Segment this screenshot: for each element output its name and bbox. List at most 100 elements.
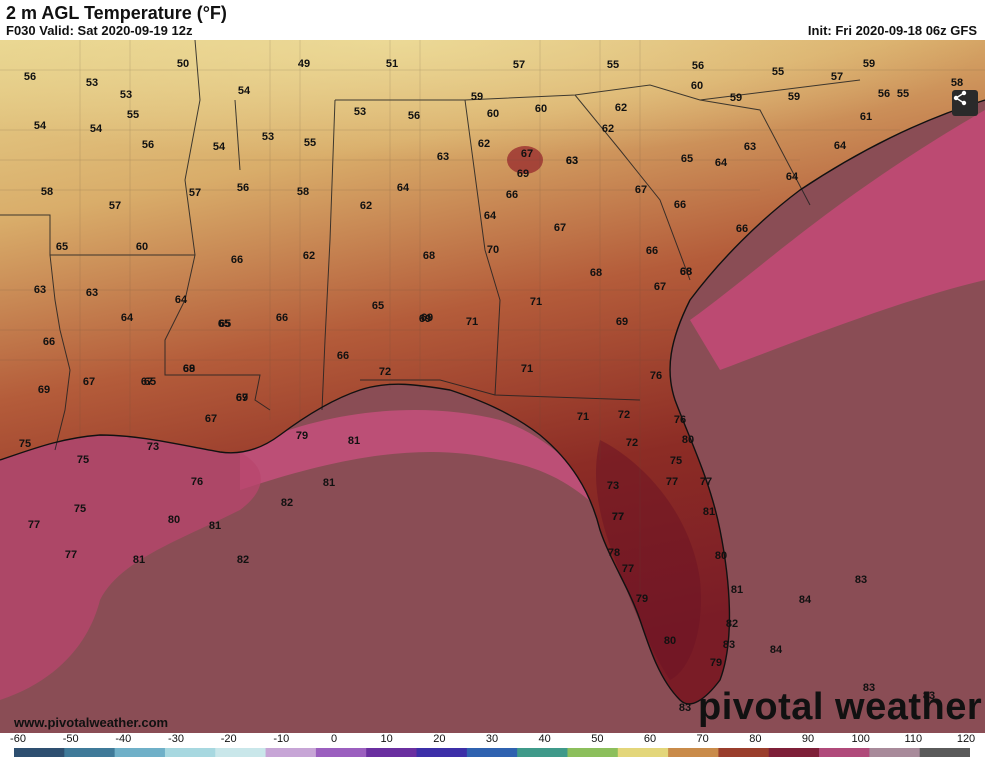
temperature-value-label: 54 [237, 85, 251, 97]
scale-tick-label: 120 [956, 733, 976, 745]
scale-tick-label: 80 [749, 733, 762, 745]
temperature-value-label: 81 [347, 435, 361, 447]
temperature-value-label: 68 [182, 363, 196, 375]
color-scale-segment [315, 748, 367, 757]
color-scale-segment [366, 748, 418, 757]
temperature-value-label: 84 [798, 594, 812, 606]
temperature-value-label: 64 [785, 171, 799, 183]
temperature-value-label: 82 [725, 618, 739, 630]
temperature-value-label: 59 [787, 91, 801, 103]
temperature-value-label: 72 [617, 409, 631, 421]
temperature-value-label: 77 [611, 511, 625, 523]
color-scale-segment [215, 748, 267, 757]
temperature-value-label: 67 [140, 376, 154, 388]
temperature-value-label: 53 [85, 77, 99, 89]
temperature-value-label: 56 [691, 60, 705, 72]
temperature-value-label: 60 [486, 108, 500, 120]
temperature-value-label: 81 [132, 554, 146, 566]
temperature-value-label: 58 [296, 186, 310, 198]
temperature-value-label: 55 [126, 109, 140, 121]
temperature-value-label: 63 [743, 141, 757, 153]
temperature-value-label: 66 [505, 189, 519, 201]
share-button[interactable] [952, 90, 978, 116]
temperature-value-label: 83 [922, 690, 936, 702]
scale-tick-label: -50 [62, 733, 79, 745]
temperature-value-label: 68 [589, 267, 603, 279]
temperature-value-label: 61 [859, 111, 873, 123]
temperature-value-label: 67 [520, 148, 534, 160]
temperature-value-label: 57 [108, 200, 122, 212]
color-scale-segment [114, 748, 166, 757]
temperature-value-label: 64 [174, 294, 188, 306]
brand-logo: pivotal weather [698, 686, 983, 728]
website-url[interactable]: www.pivotalweather.com [14, 715, 169, 730]
temperature-value-label: 77 [611, 511, 625, 523]
model-init-time: Init: Fri 2020-09-18 06z GFS [807, 23, 977, 38]
temperature-value-label: 75 [73, 503, 87, 515]
temperature-value-label: 62 [614, 102, 628, 114]
scale-tick-label: 0 [330, 733, 338, 745]
temperature-value-label: 57 [512, 59, 526, 71]
temperature-value-label: 54 [33, 120, 47, 132]
temperature-value-label: 81 [322, 477, 336, 489]
temperature-value-label: 80 [714, 550, 728, 562]
scale-tick-label: -40 [115, 733, 132, 745]
color-scale-segment [718, 748, 770, 757]
temperature-value-label: 56 [141, 139, 155, 151]
temperature-value-label: 77 [699, 476, 713, 488]
scale-tick-label: -20 [220, 733, 237, 745]
temperature-map[interactable]: 56 53 50 49 51 57 55 56 55 57 59 53 54 55 54 54 56 53 55 56… [0, 40, 985, 733]
temperature-value-label: 57 [830, 71, 844, 83]
temperature-value-label: 83 [678, 702, 692, 714]
temperature-value-label: 66 [336, 350, 350, 362]
temperature-value-label: 71 [576, 411, 590, 423]
temperature-value-label: 56 [23, 71, 37, 83]
color-scale-segment [869, 748, 921, 757]
temperature-value-label: 70 [486, 244, 500, 256]
map-title: 2 m AGL Temperature (°F) [6, 3, 227, 23]
temperature-value-label: 72 [625, 437, 639, 449]
temperature-value-label: 81 [730, 584, 744, 596]
state-borders [0, 40, 861, 451]
temperature-value-label: 76 [673, 414, 687, 426]
color-scale-segment [164, 748, 216, 757]
temperature-value-label: 58 [40, 186, 54, 198]
color-scale-segment [567, 748, 619, 757]
forecast-valid-time: F030 Valid: Sat 2020-09-19 12z [6, 23, 193, 38]
temperature-value-label: 82 [280, 497, 294, 509]
temperature-value-label: 62 [359, 200, 373, 212]
temperature-value-label: 69 [516, 168, 530, 180]
temperature-value-label: 65 [55, 241, 69, 253]
temperature-value-label: 53 [353, 106, 367, 118]
temperature-value-label: 65 [218, 318, 232, 330]
temperature-value-label: 79 [295, 430, 309, 442]
scale-tick-label: 50 [591, 733, 604, 745]
temperature-value-label: 68 [679, 266, 693, 278]
temperature-value-label: 77 [27, 519, 41, 531]
temperature-value-label: 68 [679, 266, 693, 278]
scale-tick-label: 40 [538, 733, 551, 745]
temperature-value-label: 63 [565, 155, 579, 167]
temperature-value-label: 64 [396, 182, 410, 194]
temperature-value-label: 60 [534, 103, 548, 115]
temperature-value-label: 64 [714, 157, 728, 169]
map-canvas [0, 40, 985, 733]
temperature-value-label: 76 [190, 476, 204, 488]
temperature-value-label: 49 [297, 58, 311, 70]
scale-tick-label: 20 [433, 733, 446, 745]
color-scale-segment [668, 748, 719, 757]
temperature-value-label: 55 [896, 88, 910, 100]
temperature-value-label: 69 [615, 316, 629, 328]
temperature-value-label: 76 [649, 370, 663, 382]
temperature-value-label: 67 [653, 281, 667, 293]
temperature-value-label: 77 [621, 563, 635, 575]
temperature-value-label: 56 [877, 88, 891, 100]
temperature-value-label: 80 [167, 514, 181, 526]
temperature-value-label: 68 [422, 250, 436, 262]
color-scale-segment [517, 748, 568, 757]
color-scale-segment [768, 748, 820, 757]
temperature-value-label: 64 [483, 210, 497, 222]
temperature-value-label: 56 [407, 110, 421, 122]
temperature-value-label: 62 [477, 138, 491, 150]
share-icon [953, 90, 967, 106]
